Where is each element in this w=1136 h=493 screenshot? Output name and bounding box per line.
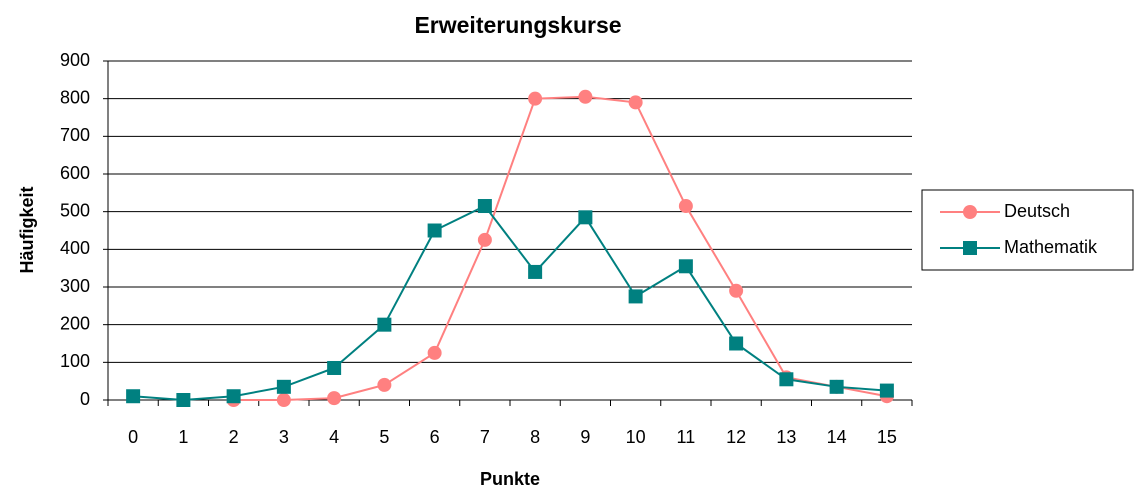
data-point xyxy=(578,210,593,225)
data-point xyxy=(729,336,744,351)
y-tick-label: 500 xyxy=(60,200,90,220)
chart-title: Erweiterungskurse xyxy=(414,12,621,38)
x-tick-label: 12 xyxy=(726,427,746,447)
data-point xyxy=(829,379,844,394)
x-axis-label: Punkte xyxy=(480,469,540,489)
legend-box xyxy=(921,189,1134,271)
series-line xyxy=(233,95,888,401)
series-line xyxy=(133,204,887,402)
data-point xyxy=(327,391,342,406)
x-tick-label: 15 xyxy=(877,427,897,447)
x-tick-label: 2 xyxy=(229,427,239,447)
data-point xyxy=(678,199,693,214)
x-tick-label: 5 xyxy=(379,427,389,447)
data-point xyxy=(477,232,492,247)
data-point xyxy=(276,379,291,394)
y-tick-label: 0 xyxy=(80,389,90,409)
y-tick-label: 600 xyxy=(60,163,90,183)
data-point xyxy=(477,199,492,214)
y-tick-label: 700 xyxy=(60,125,90,145)
data-point xyxy=(729,283,744,298)
y-axis-label: Häufigkeit xyxy=(17,186,37,273)
data-point xyxy=(779,372,794,387)
data-point xyxy=(377,377,392,392)
data-point xyxy=(276,393,291,407)
x-tick-label: 10 xyxy=(626,427,646,447)
x-tick-label: 4 xyxy=(329,427,339,447)
data-point xyxy=(427,223,442,238)
x-tick-label: 6 xyxy=(430,427,440,447)
x-tick-label: 14 xyxy=(827,427,847,447)
legend-marker xyxy=(963,205,977,219)
data-point xyxy=(879,383,894,398)
y-tick-label: 300 xyxy=(60,276,90,296)
x-tick-label: 13 xyxy=(776,427,796,447)
data-point xyxy=(578,89,593,104)
x-tick-label: 9 xyxy=(580,427,590,447)
data-point xyxy=(528,264,543,279)
data-point xyxy=(176,393,191,407)
data-point xyxy=(126,389,141,404)
legend-label: Deutsch xyxy=(1004,201,1070,221)
data-point xyxy=(427,345,442,360)
y-tick-label: 900 xyxy=(60,50,90,70)
x-tick-label: 7 xyxy=(480,427,490,447)
legend-marker xyxy=(963,241,977,255)
data-point xyxy=(327,360,342,375)
x-tick-label: 3 xyxy=(279,427,289,447)
data-point xyxy=(528,91,543,106)
y-tick-label: 400 xyxy=(60,238,90,258)
x-tick-label: 1 xyxy=(178,427,188,447)
data-point xyxy=(628,289,643,304)
x-tick-label: 0 xyxy=(128,427,138,447)
y-tick-label: 800 xyxy=(60,87,90,107)
y-tick-label: 100 xyxy=(60,351,90,371)
data-point xyxy=(628,95,643,110)
data-point xyxy=(377,317,392,332)
legend-label: Mathematik xyxy=(1004,237,1098,257)
x-tick-label: 8 xyxy=(530,427,540,447)
y-tick-label: 200 xyxy=(60,313,90,333)
data-point xyxy=(226,389,241,404)
data-point xyxy=(678,259,693,274)
x-tick-label: 11 xyxy=(677,427,696,447)
